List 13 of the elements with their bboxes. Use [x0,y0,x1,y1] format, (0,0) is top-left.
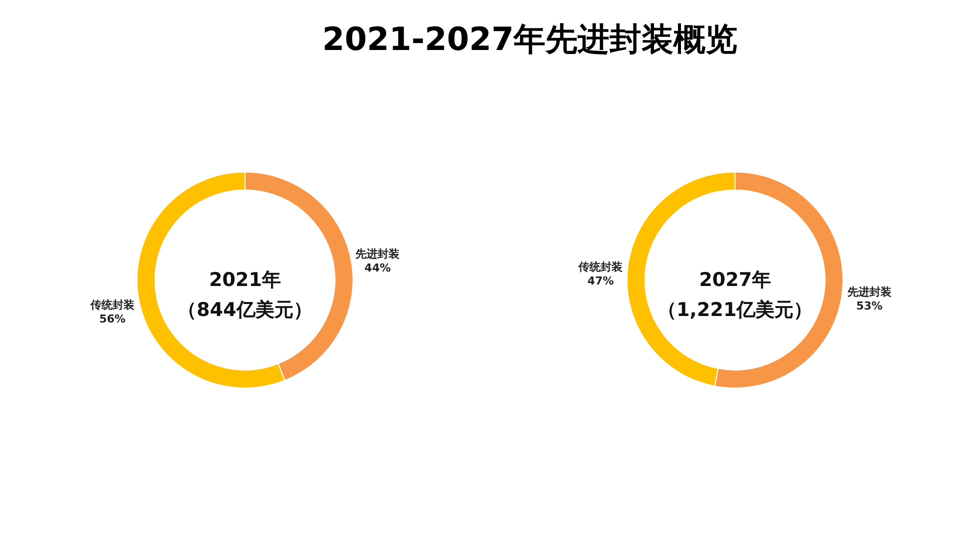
text: 2021年 [209,269,281,291]
data-label: 47% [587,274,614,288]
data-label: 56% [99,312,126,326]
data-label: 53% [856,300,883,313]
text: 2027年 [699,269,771,291]
slice-label: 传统封装 [89,298,134,312]
text: （1,221亿美元） [657,299,813,321]
text: （844亿美元） [178,299,312,321]
slice-label: 先进封装 [354,248,400,261]
slice-label: 传统封装 [578,260,623,274]
data-label: 44% [364,262,391,275]
slice-label: 先进封装 [846,286,892,299]
text: 2021-2027年先进封装概览 [321,19,739,60]
